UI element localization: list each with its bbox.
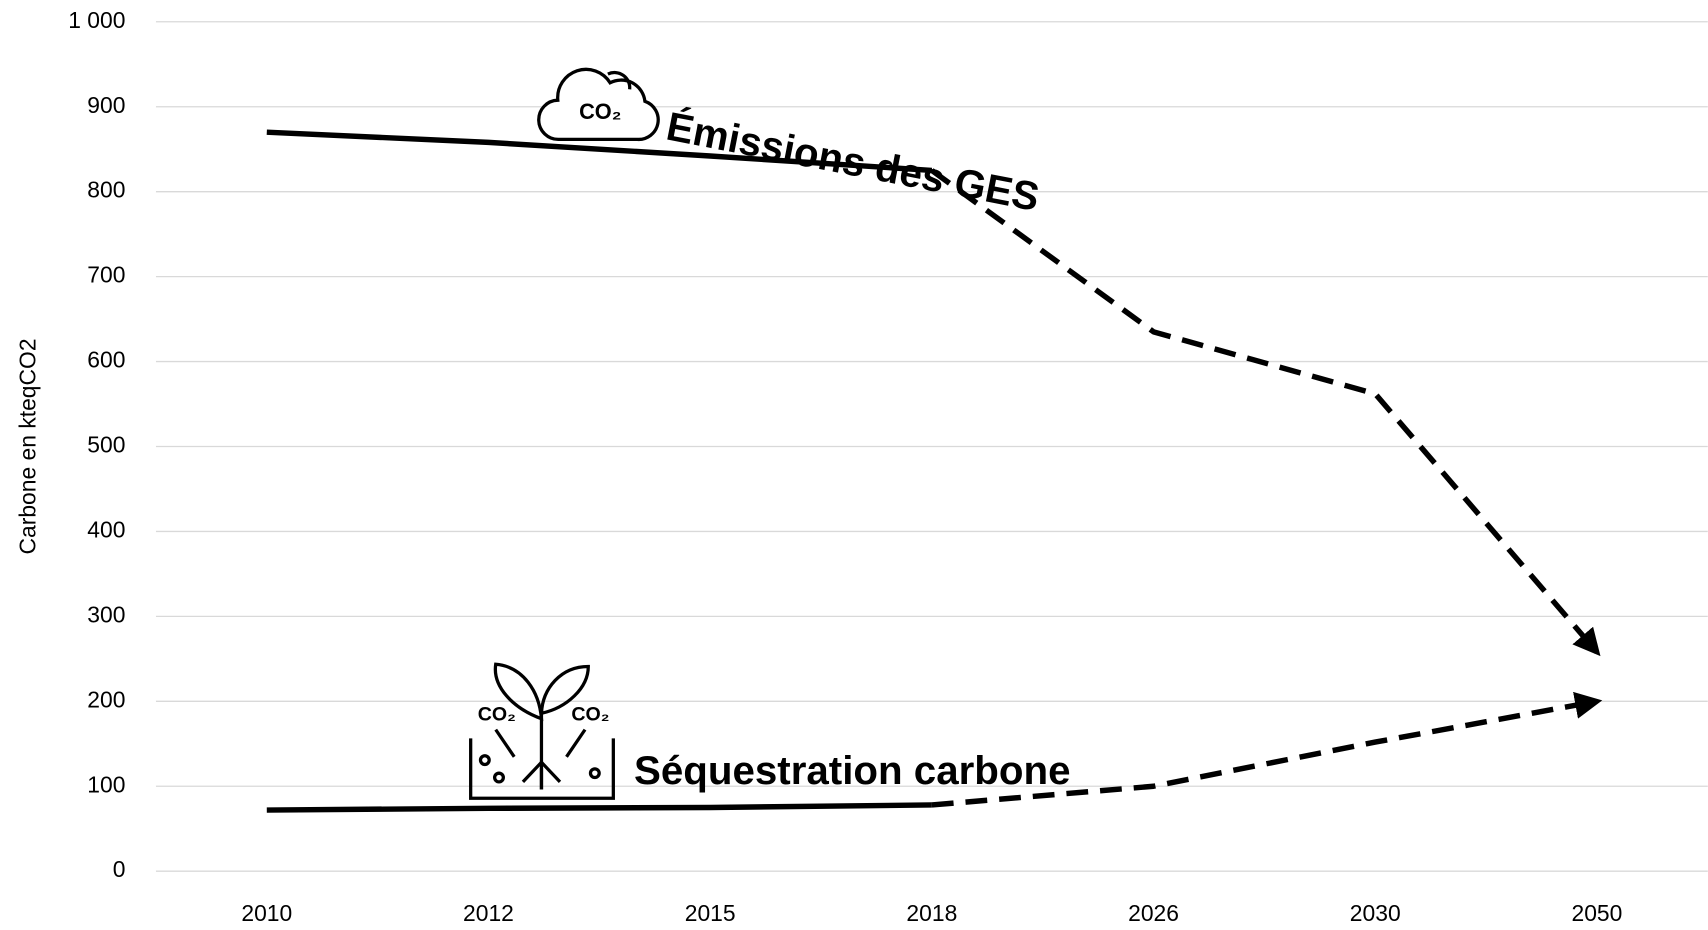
series-line — [266, 129, 933, 174]
y-tick-label: 200 — [87, 686, 125, 712]
y-tick-label: 600 — [87, 347, 125, 373]
y-tick-label: 300 — [87, 601, 125, 627]
leaf — [539, 664, 590, 716]
y-tick-label: 1 000 — [68, 7, 125, 33]
y-tick-label: 900 — [87, 92, 125, 118]
y-axis-title: Carbone en kteqCO2 — [15, 338, 41, 554]
x-tick-label: 2026 — [1128, 900, 1179, 926]
projection-line — [931, 691, 1603, 808]
y-tick-label: 500 — [87, 432, 125, 458]
x-tick-label: 2030 — [1350, 900, 1401, 926]
y-tick-label: 100 — [87, 771, 125, 797]
dot — [588, 767, 601, 780]
cloud-icon — [537, 67, 660, 142]
x-tick-label: 2015 — [685, 900, 736, 926]
x-tick-label: 2010 — [241, 900, 292, 926]
arrows — [494, 728, 587, 758]
lines — [266, 129, 1603, 813]
series-label: Séquestration carbone — [634, 748, 1071, 793]
dot — [492, 771, 505, 784]
icon-text: CO₂ — [579, 99, 621, 124]
series-label: Émissions des GES — [663, 104, 1043, 220]
projection-line — [930, 168, 1601, 657]
icon-text: CO₂ — [478, 704, 516, 726]
cloud-detail — [607, 70, 632, 90]
soil-box — [469, 738, 615, 800]
leaf — [493, 662, 544, 722]
grid — [155, 21, 1708, 872]
y-tick-label: 400 — [87, 516, 125, 542]
x-tick-label: 2012 — [463, 900, 514, 926]
x-tick-label: 2050 — [1571, 900, 1622, 926]
y-tick-label: 700 — [87, 262, 125, 288]
icon-text: CO₂ — [571, 704, 609, 726]
x-tick-label: 2018 — [906, 900, 957, 926]
series-line — [266, 802, 932, 813]
y-tick-label: 800 — [87, 177, 125, 203]
roots — [521, 761, 562, 790]
y-tick-label: 0 — [113, 856, 126, 882]
plant-icon — [469, 662, 615, 800]
dot — [478, 754, 491, 767]
